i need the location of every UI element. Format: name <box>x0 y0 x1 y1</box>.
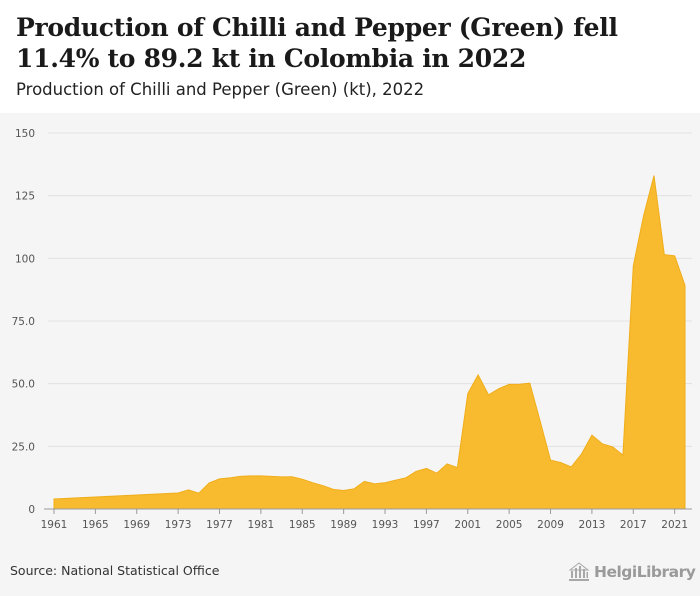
data-point-2004 <box>497 387 501 391</box>
x-tick-label: 1981 <box>248 519 275 531</box>
data-point-1984 <box>290 475 294 479</box>
data-point-1967 <box>114 494 118 498</box>
x-tick-label: 2017 <box>620 519 647 531</box>
data-point-1966 <box>104 495 108 499</box>
y-tick-label: 50.0 <box>12 379 35 391</box>
data-point-2006 <box>518 382 522 386</box>
data-point-1982 <box>269 474 273 478</box>
x-tick-label: 2005 <box>496 519 523 531</box>
data-point-1961 <box>52 497 56 501</box>
data-point-1965 <box>93 495 97 499</box>
data-point-1987 <box>321 484 325 488</box>
x-tick-label: 2009 <box>537 519 564 531</box>
data-point-2003 <box>487 393 491 397</box>
data-point-1971 <box>155 492 159 496</box>
x-tick-label: 1989 <box>330 519 357 531</box>
chart-area <box>0 113 700 596</box>
data-point-1978 <box>228 476 232 480</box>
data-point-1983 <box>280 475 284 479</box>
series-area <box>53 175 686 510</box>
data-point-2002 <box>476 373 480 377</box>
data-point-2011 <box>569 465 573 469</box>
x-tick-label: 1993 <box>372 519 399 531</box>
x-tick-label: 2021 <box>661 519 688 531</box>
data-point-2007 <box>528 381 532 385</box>
y-tick-label: 150 <box>15 128 35 140</box>
data-point-1970 <box>145 493 149 497</box>
data-point-1988 <box>331 487 335 491</box>
data-point-1972 <box>166 492 170 496</box>
logo-text: HelgiLibrary <box>594 563 696 581</box>
y-tick-label: 75.0 <box>12 316 35 328</box>
data-point-1981 <box>259 474 263 478</box>
data-point-2018 <box>642 214 646 218</box>
data-point-1986 <box>311 481 315 485</box>
x-tick-label: 1973 <box>165 519 192 531</box>
data-point-1985 <box>300 477 304 481</box>
data-point-1999 <box>445 462 449 466</box>
helgi-library-logo[interactable]: HelgiLibrary <box>568 560 696 584</box>
y-tick-label: 0 <box>28 504 35 516</box>
data-point-1976 <box>207 481 211 485</box>
data-point-1963 <box>73 496 77 500</box>
x-tick-label: 1969 <box>123 519 150 531</box>
data-point-2016 <box>621 453 625 457</box>
data-point-2009 <box>549 458 553 462</box>
data-point-1962 <box>62 497 66 501</box>
data-point-2001 <box>466 392 470 396</box>
data-point-1964 <box>83 496 87 500</box>
data-point-2010 <box>559 461 563 465</box>
data-point-1997 <box>424 466 428 470</box>
chart-subtitle: Production of Chilli and Pepper (Green) … <box>16 80 425 99</box>
data-point-1992 <box>373 482 377 486</box>
data-point-1969 <box>135 493 139 497</box>
chart-header: Production of Chilli and Pepper (Green) … <box>0 0 700 113</box>
library-building-icon <box>568 562 590 581</box>
data-point-2021 <box>673 254 677 258</box>
data-point-1994 <box>393 478 397 482</box>
y-tick-label: 25.0 <box>12 441 35 453</box>
data-point-1977 <box>218 477 222 481</box>
x-tick-label: 1965 <box>82 519 109 531</box>
x-tick-label: 1961 <box>41 519 68 531</box>
data-point-2020 <box>662 253 666 257</box>
data-point-1990 <box>352 487 356 491</box>
data-point-1979 <box>238 474 242 478</box>
data-point-1996 <box>414 469 418 473</box>
data-area <box>52 174 687 510</box>
data-point-2017 <box>631 264 635 268</box>
x-tick-label: 1977 <box>206 519 233 531</box>
data-point-2012 <box>580 452 584 456</box>
x-tick-label: 2013 <box>579 519 606 531</box>
chart-title: Production of Chilli and Pepper (Green) … <box>16 13 618 73</box>
data-point-2022 <box>683 283 687 287</box>
y-tick-label: 125 <box>15 191 35 203</box>
data-point-2013 <box>590 433 594 437</box>
data-point-1998 <box>435 471 439 475</box>
source-note: Source: National Statistical Office <box>10 563 220 578</box>
data-point-2015 <box>611 445 615 449</box>
x-tick-label: 2001 <box>454 519 481 531</box>
x-tick-label: 1985 <box>289 519 316 531</box>
x-tick-label: 1997 <box>413 519 440 531</box>
data-point-2000 <box>455 466 459 470</box>
data-point-1975 <box>197 491 201 495</box>
data-point-1980 <box>249 474 253 478</box>
data-point-1989 <box>342 489 346 493</box>
y-axis-labels: 0 25.0 50.0 75.0 100 125 150 <box>12 128 35 516</box>
y-tick-label: 100 <box>15 253 35 265</box>
x-axis: 1961 1965 1969 1973 1977 1981 1985 1989 1993 1997… <box>41 508 692 531</box>
grid-lines <box>48 132 692 447</box>
data-point-2008 <box>538 419 542 423</box>
data-point-1993 <box>383 481 387 485</box>
data-point-2019 <box>652 174 656 178</box>
data-point-1991 <box>362 479 366 483</box>
data-point-1968 <box>124 494 128 498</box>
data-point-2005 <box>507 382 511 386</box>
data-point-1973 <box>176 491 180 495</box>
data-point-1974 <box>187 488 191 492</box>
data-point-2014 <box>600 442 604 446</box>
data-point-1995 <box>404 476 408 480</box>
